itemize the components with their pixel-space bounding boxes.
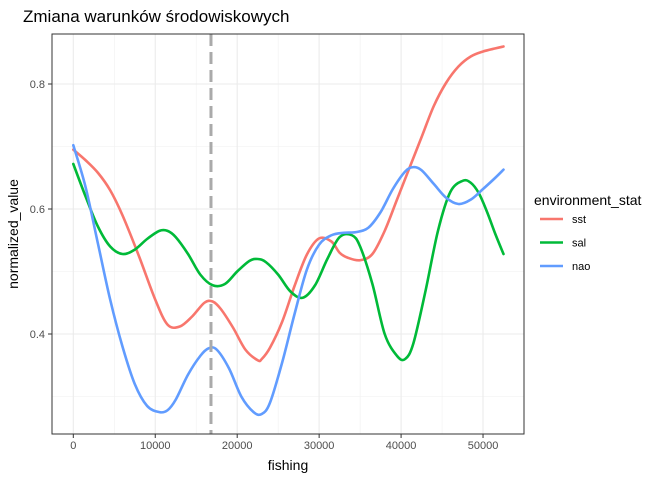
y-axis-title: normalized_value	[5, 179, 21, 289]
chart-title: Zmiana warunków środowiskowych	[23, 7, 289, 26]
series-lines	[72, 45, 505, 417]
plot-border	[51, 33, 525, 435]
legend: environment_stat sst sal nao	[534, 192, 642, 273]
x-axis: 0 10000 20000 30000 40000 50000	[70, 434, 498, 452]
series-line-nao	[72, 143, 505, 417]
x-tick-label: 50000	[468, 440, 499, 452]
x-tick-label: 30000	[304, 440, 335, 452]
x-tick-label: 10000	[140, 440, 171, 452]
x-tick-label: 0	[70, 440, 76, 452]
series-line-sst	[72, 45, 505, 363]
series-line-sal	[72, 162, 505, 362]
y-tick-label: 0.8	[30, 79, 45, 91]
x-tick-label: 40000	[386, 440, 417, 452]
y-axis: 0.4 0.6 0.8	[30, 79, 52, 341]
legend-label-sst: sst	[572, 214, 586, 226]
grid-lines	[52, 34, 524, 434]
x-tick-label: 20000	[222, 440, 253, 452]
legend-label-nao: nao	[572, 261, 590, 273]
y-tick-label: 0.4	[30, 329, 45, 341]
legend-title: environment_stat	[534, 192, 642, 208]
plot-panel	[52, 34, 524, 434]
y-tick-label: 0.6	[30, 204, 45, 216]
legend-label-sal: sal	[572, 238, 586, 250]
x-axis-title: fishing	[268, 457, 308, 473]
